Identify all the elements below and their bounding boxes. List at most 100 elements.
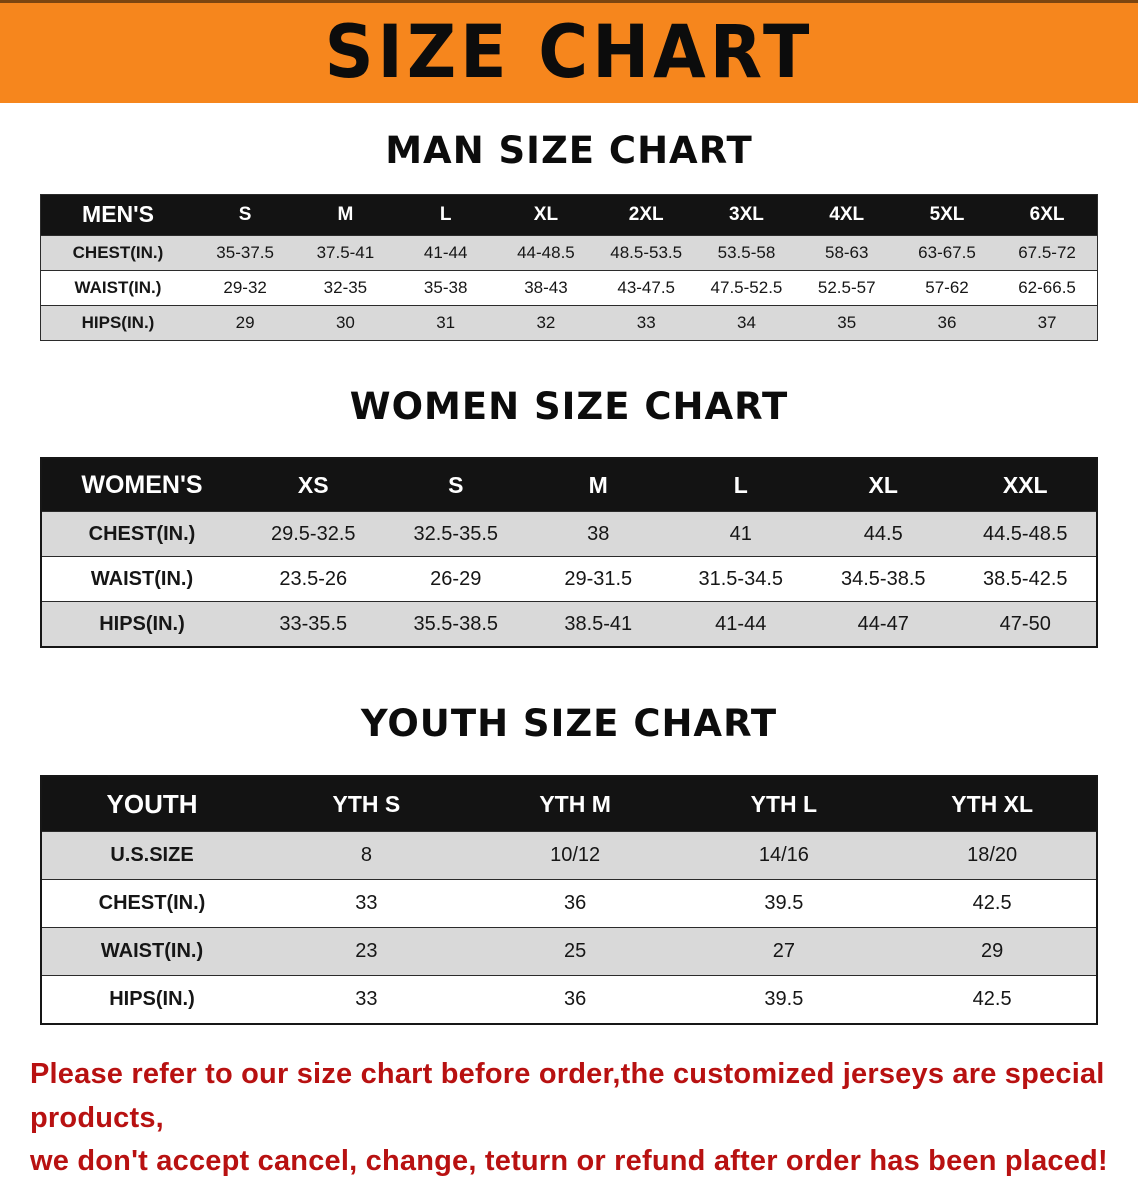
table-head: YOUTH YTH S YTH M YTH L YTH XL <box>41 776 1097 832</box>
size-value-cell: 53.5-58 <box>696 234 797 271</box>
size-value-cell: 36 <box>470 975 680 1025</box>
size-value-cell: 38.5-42.5 <box>954 556 1097 602</box>
size-value-cell: 32 <box>495 304 597 341</box>
disclaimer-line-1: Please refer to our size chart before or… <box>30 1058 1105 1134</box>
size-value-cell: 34.5-38.5 <box>812 556 955 602</box>
size-column-header: 5XL <box>896 194 998 236</box>
size-value-cell: 35 <box>796 304 897 341</box>
size-value-cell: 43-47.5 <box>596 269 697 306</box>
table-title-cell: WOMEN'S <box>41 458 242 512</box>
youth-size-table: YOUTH YTH S YTH M YTH L YTH XL U.S.SIZE 8 10/12… <box>40 775 1098 1026</box>
table-header-row: WOMEN'S XS S M L XL XXL <box>41 458 1097 512</box>
row-label-cell: HIPS(IN.) <box>41 601 242 648</box>
women-section-heading: WOMEN SIZE CHART <box>349 384 789 428</box>
row-label-cell: WAIST(IN.) <box>41 927 262 976</box>
size-value-cell: 35-38 <box>395 269 496 306</box>
size-value-cell: 41-44 <box>395 234 496 271</box>
size-value-cell: 33-35.5 <box>242 601 385 648</box>
table-row: CHEST(IN.) 35-37.5 37.5-41 41-44 44-48.5 48.5… <box>40 234 1098 271</box>
size-value-cell: 10/12 <box>470 831 680 880</box>
size-value-cell: 39.5 <box>679 879 889 928</box>
size-column-header: YTH L <box>679 776 889 832</box>
size-value-cell: 47.5-52.5 <box>696 269 797 306</box>
size-value-cell: 38.5-41 <box>527 601 670 648</box>
table-row: WAIST(IN.) 23.5-26 26-29 29-31.5 31.5-34.5 34… <box>41 556 1097 602</box>
row-label-cell: HIPS(IN.) <box>41 975 262 1025</box>
size-value-cell: 39.5 <box>679 975 889 1025</box>
row-label-cell: CHEST(IN.) <box>41 879 262 928</box>
table-row: HIPS(IN.) 33 36 39.5 42.5 <box>41 975 1097 1025</box>
size-column-header: L <box>395 194 496 236</box>
banner-title: SIZE CHART <box>324 9 814 96</box>
size-value-cell: 32.5-35.5 <box>384 511 527 557</box>
size-value-cell: 44.5 <box>812 511 955 557</box>
size-value-cell: 8 <box>262 831 471 880</box>
size-value-cell: 48.5-53.5 <box>596 234 697 271</box>
table-body: U.S.SIZE 8 10/12 14/16 18/20 CHEST(IN.) 33 36 39… <box>41 831 1097 1025</box>
size-value-cell: 33 <box>262 975 471 1025</box>
size-value-cell: 29 <box>195 304 296 341</box>
disclaimer-text: Please refer to our size chart before or… <box>30 1053 1118 1184</box>
table-title-cell: YOUTH <box>41 776 262 832</box>
size-value-cell: 63-67.5 <box>896 234 998 271</box>
size-value-cell: 37.5-41 <box>295 234 396 271</box>
size-value-cell: 44.5-48.5 <box>954 511 1097 557</box>
size-column-header: 6XL <box>997 194 1098 236</box>
table-head: MEN'S S M L XL 2XL 3XL 4XL 5XL 6XL <box>40 194 1098 236</box>
size-column-header: 4XL <box>796 194 897 236</box>
size-value-cell: 62-66.5 <box>997 269 1098 306</box>
size-column-header: M <box>527 458 670 512</box>
size-column-header: 2XL <box>596 194 697 236</box>
size-value-cell: 29-32 <box>195 269 296 306</box>
size-value-cell: 41 <box>669 511 812 557</box>
size-value-cell: 33 <box>262 879 471 928</box>
size-value-cell: 29.5-32.5 <box>242 511 385 557</box>
youth-section-heading: YOUTH SIZE CHART <box>360 702 778 746</box>
table-body: CHEST(IN.) 35-37.5 37.5-41 41-44 44-48.5 48.5… <box>40 234 1098 341</box>
size-value-cell: 52.5-57 <box>796 269 897 306</box>
table-row: WAIST(IN.) 29-32 32-35 35-38 38-43 43-47.5 47.… <box>40 269 1098 306</box>
size-value-cell: 29-31.5 <box>527 556 670 602</box>
size-value-cell: 26-29 <box>384 556 527 602</box>
size-column-header: 3XL <box>696 194 797 236</box>
size-value-cell: 30 <box>295 304 396 341</box>
size-column-header: YTH XL <box>888 776 1097 832</box>
table-title-cell: MEN'S <box>40 194 195 236</box>
table-row: HIPS(IN.) 29 30 31 32 33 34 35 36 37 <box>40 304 1098 341</box>
row-label-cell: CHEST(IN.) <box>40 234 195 271</box>
row-label-cell: WAIST(IN.) <box>40 269 195 306</box>
size-chart-banner: SIZE CHART <box>0 0 1138 103</box>
size-value-cell: 32-35 <box>295 269 396 306</box>
table-row: CHEST(IN.) 33 36 39.5 42.5 <box>41 879 1097 928</box>
table-header-row: YOUTH YTH S YTH M YTH L YTH XL <box>41 776 1097 832</box>
size-value-cell: 18/20 <box>888 831 1097 880</box>
size-column-header: S <box>384 458 527 512</box>
men-section-heading: MAN SIZE CHART <box>385 129 753 172</box>
row-label-cell: CHEST(IN.) <box>41 511 242 557</box>
size-value-cell: 31 <box>395 304 496 341</box>
table-body: CHEST(IN.) 29.5-32.5 32.5-35.5 38 41 44.5 44.5… <box>41 511 1097 648</box>
table-head: WOMEN'S XS S M L XL XXL <box>41 458 1097 512</box>
size-value-cell: 44-47 <box>812 601 955 648</box>
size-value-cell: 25 <box>470 927 680 976</box>
size-value-cell: 33 <box>596 304 697 341</box>
size-column-header: M <box>295 194 396 236</box>
size-column-header: XL <box>812 458 955 512</box>
size-value-cell: 35.5-38.5 <box>384 601 527 648</box>
table-row: HIPS(IN.) 33-35.5 35.5-38.5 38.5-41 41-44 44-… <box>41 601 1097 648</box>
size-value-cell: 44-48.5 <box>495 234 597 271</box>
size-value-cell: 36 <box>896 304 998 341</box>
size-value-cell: 23 <box>262 927 471 976</box>
size-value-cell: 42.5 <box>888 879 1097 928</box>
size-value-cell: 38-43 <box>495 269 597 306</box>
row-label-cell: HIPS(IN.) <box>40 304 195 341</box>
size-value-cell: 42.5 <box>888 975 1097 1025</box>
women-size-table: WOMEN'S XS S M L XL XXL CHEST(IN.) 29.5-32.5 32.5… <box>40 457 1098 649</box>
size-value-cell: 29 <box>888 927 1097 976</box>
size-column-header: XXL <box>954 458 1097 512</box>
row-label-cell: WAIST(IN.) <box>41 556 242 602</box>
men-size-table: MEN'S S M L XL 2XL 3XL 4XL 5XL 6XL CHEST(IN.) 35-37… <box>40 193 1098 341</box>
table-row: CHEST(IN.) 29.5-32.5 32.5-35.5 38 41 44.5 44.5… <box>41 511 1097 557</box>
size-value-cell: 14/16 <box>679 831 889 880</box>
size-value-cell: 67.5-72 <box>997 234 1098 271</box>
